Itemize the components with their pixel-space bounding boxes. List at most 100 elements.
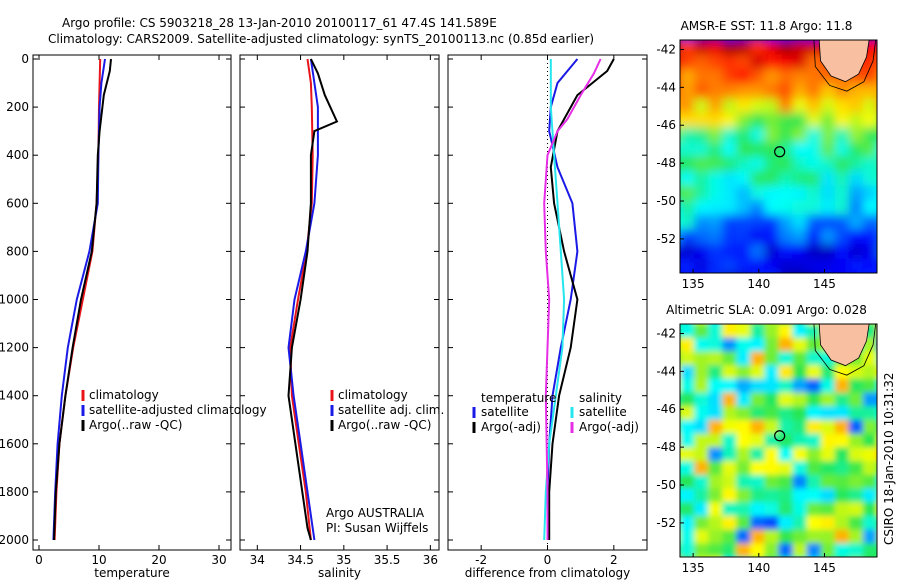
map-cell [680,40,681,41]
map-cell [680,83,696,100]
series-line-salinity-argo-adj- [543,58,602,540]
map-cell [778,185,794,202]
map-cell [736,378,752,394]
map-cell [862,200,877,216]
map-cell [764,83,780,100]
map-cell [820,392,836,408]
map-cell [680,69,696,85]
map-cell [722,214,738,231]
map-cell [750,243,766,260]
map-cell [722,488,738,504]
map-cell [694,156,710,173]
map-cell [750,502,766,517]
legend-label: Argo(..raw -QC) [338,418,431,432]
map-cell [736,529,752,545]
map-cell [736,98,752,114]
map-cell [792,185,808,202]
map-cell [778,98,794,114]
map-cell [792,243,808,260]
map-cell [736,127,752,143]
map-cell [848,433,864,449]
x-tick-label: 2 [610,553,618,567]
map-cell [722,515,738,531]
argo-org-label: Argo AUSTRALIA [326,506,425,520]
map-cell [862,258,877,273]
map-cell [834,488,850,504]
map-cell [680,214,696,231]
map-cell [708,515,724,531]
map-cell [680,98,696,114]
map-cell [764,502,780,517]
map-cell [764,378,780,394]
map-cell [708,273,723,289]
map-cell [806,433,822,449]
map-cell [848,141,864,158]
map-cell [862,392,877,408]
y-tick-label: -46 [656,402,676,416]
argo-position-marker [774,146,786,158]
series-line-salinity-satellite [543,59,566,541]
map-cell [764,54,780,71]
map-cell [708,365,724,380]
map-cell [849,273,864,289]
map-cell [877,55,892,71]
x-tick-label: 145 [813,561,836,575]
map-cell [722,365,738,380]
map-cell [736,515,752,531]
map-cell [680,258,681,273]
map-cell [680,392,696,408]
map-cell [680,515,696,531]
map-cell [820,433,836,449]
map-field-blur [680,324,877,557]
x-tick-label: 30 [211,553,226,567]
map-cell [694,378,710,394]
map-cell [694,474,710,490]
map-cell [778,54,794,71]
map-cell [834,392,850,408]
map-cell [680,40,696,56]
map-cell [750,515,766,531]
map-cell [764,543,780,557]
map-cell [820,461,836,476]
map-cell [806,243,822,260]
map-cell [848,200,864,216]
map-cell [778,69,794,85]
map-cell [792,69,808,85]
map-cell [806,185,822,202]
map-cell [834,474,850,490]
map-cell [722,351,738,367]
map-cell [806,351,822,367]
map-cell [722,419,738,435]
map-cell [750,200,766,216]
map-cell [877,142,892,158]
map-cell [764,324,780,339]
map-cell [778,433,794,449]
map-cell [736,54,752,71]
y-tick-label: -46 [656,118,676,132]
map-cell [806,141,822,158]
map-cell [778,337,794,353]
map-cell [792,156,808,173]
map-cell [848,406,864,421]
map-cell [877,69,892,85]
map-cell [778,229,794,245]
map-cell [778,365,794,380]
map-cell [736,83,752,100]
map-cell [792,214,808,231]
map-cell [820,243,836,260]
map-cell [764,447,780,463]
map-cell [736,243,752,260]
plot-frame [239,54,440,551]
map-cell [792,515,808,531]
x-tick-label: 0 [544,553,552,567]
map-cell [722,258,738,273]
legend-label: Argo(-adj) [579,420,639,434]
map-cell [750,488,766,504]
x-tick-label: 135 [682,561,705,575]
map-cell [708,141,724,158]
x-tick-label: 34 [250,553,265,567]
map-cell [708,529,724,545]
legend-label: Argo(-adj) [481,420,541,434]
map-cell [792,171,808,187]
map-cell [694,337,710,353]
